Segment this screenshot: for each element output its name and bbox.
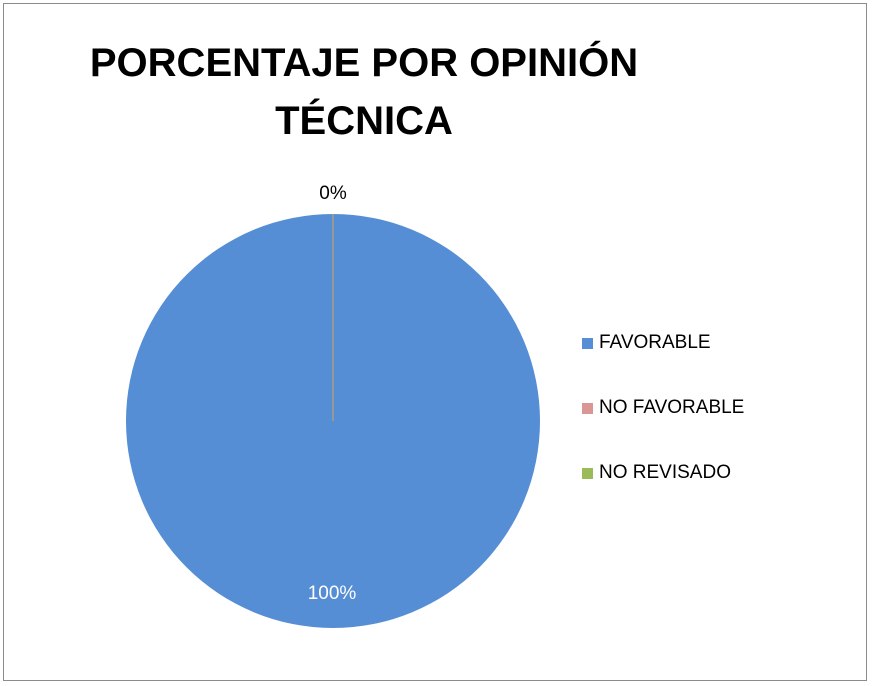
legend-label-favorable: FAVORABLE (599, 332, 711, 353)
legend-swatch-no-revisado (582, 467, 593, 479)
legend-item-favorable: FAVORABLE (582, 332, 744, 354)
pie-chart: 100% 0% (126, 183, 540, 628)
legend-item-no-revisado: NO REVISADO (582, 462, 744, 484)
legend-label-no-favorable: NO FAVORABLE (599, 397, 745, 418)
data-label-zero: 0% (319, 183, 347, 204)
legend-swatch-no-favorable (582, 402, 593, 414)
chart-legend: FAVORABLE NO FAVORABLE NO REVISADO (582, 332, 744, 527)
chart-title: PORCENTAJE POR OPINIÓN TÉCNICA (4, 34, 724, 150)
chart-frame: PORCENTAJE POR OPINIÓN TÉCNICA 100% 0% F… (3, 3, 867, 681)
legend-label-no-revisado: NO REVISADO (599, 462, 731, 483)
chart-title-line-2: TÉCNICA (275, 99, 453, 143)
legend-item-no-favorable: NO FAVORABLE (582, 397, 744, 419)
chart-title-line-1: PORCENTAJE POR OPINIÓN (89, 41, 639, 85)
legend-swatch-favorable (582, 337, 593, 349)
data-label-favorable: 100% (308, 583, 357, 604)
